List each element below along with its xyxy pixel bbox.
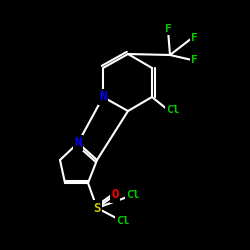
Text: S: S xyxy=(93,202,101,214)
Text: F: F xyxy=(164,24,172,34)
Text: Cl: Cl xyxy=(126,190,139,200)
Text: Cl: Cl xyxy=(166,105,180,115)
Text: N: N xyxy=(74,136,82,149)
Text: Cl: Cl xyxy=(116,216,129,226)
Text: O: O xyxy=(111,188,119,202)
Text: F: F xyxy=(191,33,198,43)
Text: F: F xyxy=(191,55,198,65)
Text: N: N xyxy=(99,90,107,104)
